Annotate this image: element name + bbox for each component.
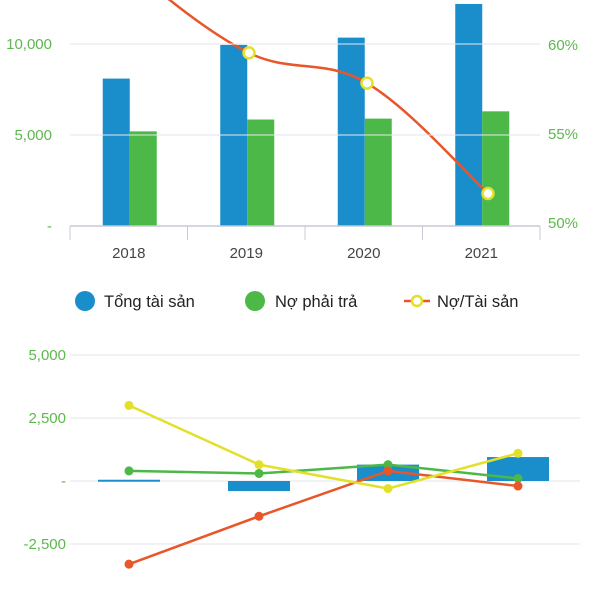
chart1-y2-tick-label: 60% <box>548 37 578 54</box>
chart2-y-tick-label: 2,500 <box>28 410 66 427</box>
chart1-y2-tick-label: 55% <box>548 126 578 143</box>
chart2-y-tick-label: - <box>61 473 66 490</box>
legend-label-total-assets: Tổng tài sản <box>104 293 195 311</box>
chart2-point-green <box>513 473 523 483</box>
legend-swatch-ratio <box>410 294 424 308</box>
chart1-ratio-point <box>360 76 374 90</box>
chart1-bar <box>364 118 392 226</box>
chart1-bar <box>455 3 483 226</box>
chart2-point-orange <box>383 466 393 476</box>
legend-label-liabilities: Nợ phải trả <box>275 293 358 311</box>
chart2-point-green <box>383 460 393 470</box>
chart1-ratio-line <box>167 0 489 195</box>
chart2-point-orange <box>513 481 523 491</box>
chart1-plot <box>102 0 510 226</box>
chart2-bar <box>98 479 160 482</box>
chart2-point-yellow <box>124 400 134 410</box>
chart1-bar <box>102 78 130 226</box>
chart1-ratio-point <box>242 46 256 60</box>
legend-label-ratio: Nợ/Tài sản <box>437 293 518 311</box>
legend-swatch-total-assets <box>75 291 95 311</box>
chart1: - 5,000 10,000 50% 55% 60% 2018 2019 2020 2021 Tổn… <box>6 0 578 311</box>
chart1-bar <box>482 111 510 226</box>
chart2-point-yellow <box>254 460 264 470</box>
chart2-point-orange <box>254 511 264 521</box>
chart2-point-green <box>124 466 134 476</box>
chart1-bar <box>337 37 365 226</box>
legend-swatch-liabilities <box>245 291 265 311</box>
chart1-x-tick-label: 2020 <box>347 245 380 262</box>
chart2-point-green <box>254 468 264 478</box>
chart1-y2-tick-label: 50% <box>548 215 578 232</box>
chart1-bar <box>129 131 157 226</box>
chart1-y-tick-label: 10,000 <box>6 36 52 53</box>
chart2-bar <box>228 481 290 492</box>
chart2-y-tick-label: -2,500 <box>23 536 66 553</box>
chart1-x-tick-label: 2018 <box>112 245 145 262</box>
chart1-x-tick-label: 2021 <box>465 245 498 262</box>
chart1-y-tick-label: 5,000 <box>14 127 52 144</box>
chart1-x-tick-label: 2019 <box>230 245 263 262</box>
chart2-bar <box>487 457 549 481</box>
chart1-bar <box>247 119 275 226</box>
chart2-y-tick-label: 5,000 <box>28 347 66 364</box>
chart1-ratio-point <box>481 186 495 201</box>
chart2-point-yellow <box>383 484 393 494</box>
chart1-legend: Tổng tài sản Nợ phải trả Nợ/Tài sản <box>75 291 518 311</box>
chart2-point-yellow <box>513 448 523 458</box>
chart2-line-yellow <box>128 404 519 490</box>
chart1-y-tick-label: - <box>47 218 52 235</box>
chart2-line-orange <box>128 469 519 566</box>
chart2-point-orange <box>124 559 134 569</box>
